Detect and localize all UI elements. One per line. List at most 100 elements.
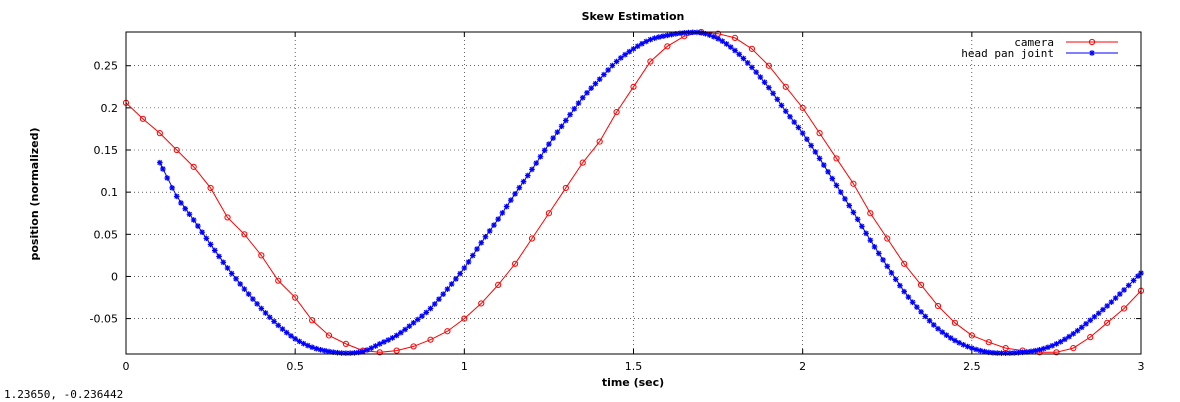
interp-marker <box>266 314 273 321</box>
data-point <box>427 336 434 343</box>
data-point <box>478 239 485 246</box>
data-point <box>461 265 468 271</box>
data-point <box>308 317 316 324</box>
data-point <box>850 209 857 216</box>
axis-ticks: 0 0.5 1 1.5 2 2.5 3 -0.05 0 0.05 0.1 0.15 0.2 0.25 <box>90 32 1145 373</box>
interp-marker <box>609 62 616 69</box>
grid <box>126 32 1141 354</box>
interp-marker <box>719 38 726 44</box>
interp-marker <box>402 326 408 333</box>
x-tick-label: 1.5 <box>625 360 643 373</box>
interp-marker <box>837 189 844 195</box>
data-point <box>173 146 180 154</box>
interp-marker <box>922 313 929 320</box>
data-point <box>613 108 620 116</box>
legend-label-camera: camera <box>1014 36 1054 49</box>
interp-marker <box>1015 349 1022 356</box>
interp-marker <box>250 296 256 302</box>
data-point <box>427 305 434 312</box>
interp-marker <box>761 79 768 86</box>
interp-marker <box>381 339 387 345</box>
legend-swatch-head-pan-joint <box>1066 50 1118 56</box>
data-point <box>748 45 756 52</box>
interp-marker <box>842 196 848 202</box>
interp-marker <box>368 345 375 351</box>
data-point <box>799 130 806 136</box>
data-point <box>1070 344 1077 352</box>
data-point <box>258 305 265 312</box>
interp-marker <box>364 347 370 353</box>
data-point <box>563 117 569 124</box>
data-point <box>833 182 840 189</box>
x-tick-label: 3 <box>1138 360 1145 373</box>
x-tick-label: 0.5 <box>286 360 304 373</box>
interp-marker <box>829 175 836 182</box>
legend-swatch-camera <box>1066 38 1118 46</box>
interp-marker <box>220 259 227 266</box>
data-point <box>613 58 620 65</box>
interp-marker <box>804 136 810 142</box>
data-point <box>342 340 350 347</box>
interp-marker <box>778 102 785 109</box>
x-tick-label: 2 <box>799 360 806 373</box>
data-point <box>816 155 823 162</box>
interp-marker <box>160 166 166 172</box>
interp-marker <box>372 343 379 349</box>
data-point <box>292 294 299 301</box>
interp-marker <box>533 160 540 166</box>
interp-marker <box>448 281 455 287</box>
data-point <box>647 36 654 43</box>
interp-marker <box>203 235 210 242</box>
data-point <box>799 104 806 111</box>
y-tick-label: 0.05 <box>94 228 119 241</box>
interp-marker <box>1112 295 1119 301</box>
data-point <box>326 348 332 355</box>
interp-marker <box>774 96 781 103</box>
interp-marker <box>943 332 950 338</box>
interp-marker <box>465 259 472 265</box>
interp-marker <box>313 345 320 352</box>
data-point <box>918 309 924 315</box>
data-point <box>444 328 451 335</box>
interp-marker <box>212 247 218 254</box>
data-point <box>782 83 789 90</box>
data-point <box>579 94 586 101</box>
interp-marker <box>846 202 852 209</box>
interp-marker <box>516 184 523 191</box>
interp-marker <box>262 310 269 316</box>
interp-marker <box>305 342 311 349</box>
interp-marker <box>1095 310 1102 317</box>
interp-marker <box>740 55 747 62</box>
plot-frame <box>125 31 1142 355</box>
interp-marker <box>660 33 666 39</box>
interp-marker <box>1057 338 1064 345</box>
data-point <box>901 260 908 267</box>
data-point <box>376 349 383 356</box>
data-point <box>1104 319 1111 326</box>
interp-marker <box>588 85 595 91</box>
interp-marker <box>520 178 527 185</box>
data-point <box>934 302 942 310</box>
interp-marker <box>178 200 184 206</box>
data-point <box>749 64 755 71</box>
legend-marker <box>1089 50 1095 56</box>
data-point <box>1121 287 1127 293</box>
interp-marker <box>296 338 303 345</box>
data-point <box>512 191 518 197</box>
interp-marker <box>1083 320 1089 327</box>
data-point <box>935 325 941 332</box>
interp-marker <box>457 270 463 277</box>
interp-marker <box>499 210 506 216</box>
legend-marker <box>1088 38 1096 46</box>
coordinate-readout: 1.23650, -0.236442 <box>4 388 124 401</box>
data-point <box>478 300 485 307</box>
data-point <box>444 286 451 292</box>
interp-marker <box>186 211 193 218</box>
interp-marker <box>888 270 895 276</box>
interp-marker <box>216 253 222 260</box>
data-point <box>139 115 147 122</box>
interp-marker <box>338 350 345 356</box>
interp-marker <box>406 323 413 329</box>
data-point <box>461 315 468 322</box>
interp-marker <box>537 153 544 160</box>
